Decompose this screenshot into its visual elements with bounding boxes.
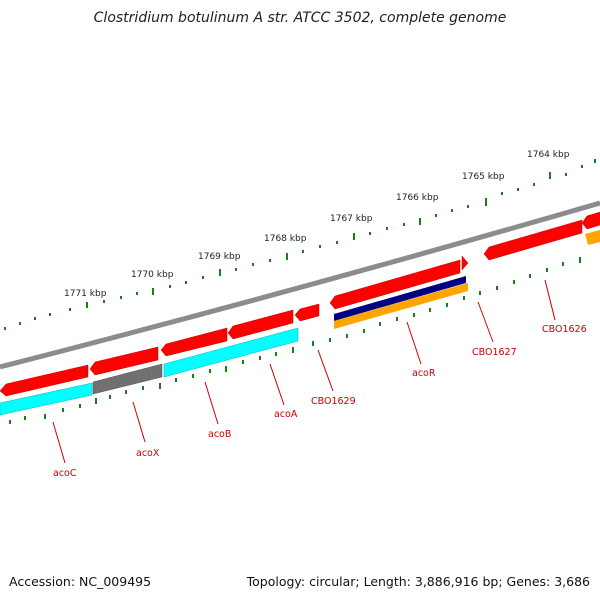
- scale-label: 1768 kbp: [264, 234, 307, 244]
- scale-label: 1766 kbp: [396, 193, 439, 203]
- gene-label[interactable]: acoC: [53, 468, 77, 479]
- gene-arrow[interactable]: [160, 327, 228, 357]
- gene-label-leader: [544, 279, 556, 321]
- feature-strand: [0, 230, 600, 416]
- genome-title: Clostridium botulinum A str. ATCC 3502, …: [93, 10, 507, 26]
- gene-arrow[interactable]: [0, 364, 89, 397]
- gene-arrow[interactable]: [461, 255, 469, 271]
- gene-arrow[interactable]: [329, 259, 461, 310]
- cds-feature[interactable]: [334, 283, 468, 329]
- gene-arrow[interactable]: [227, 309, 294, 340]
- accession-text: Accession: NC_009495: [9, 574, 152, 589]
- scale-label: 1769 kbp: [198, 252, 241, 262]
- gene-label-leader: [132, 401, 146, 443]
- gene-arrow[interactable]: [581, 211, 600, 230]
- scale-label: 1764 kbp: [527, 150, 570, 160]
- cds-feature[interactable]: [334, 276, 466, 321]
- cds-feature[interactable]: [585, 230, 600, 245]
- gene-arrow[interactable]: [89, 346, 159, 376]
- gene-label-leader: [477, 301, 494, 343]
- gene-arrow[interactable]: [483, 219, 583, 261]
- scale-label: 1771 kbp: [64, 289, 107, 299]
- outer-tick-ring: [4, 159, 596, 330]
- gene-label[interactable]: acoA: [274, 409, 298, 420]
- genome-backbone: [0, 200, 600, 370]
- inner-tick-ring: [9, 257, 581, 424]
- gene-label-leader: [52, 421, 66, 464]
- forward-strand-genes: [0, 211, 600, 397]
- gene-label[interactable]: acoR: [412, 368, 436, 379]
- cds-feature[interactable]: [92, 363, 163, 395]
- cds-feature[interactable]: [0, 382, 93, 416]
- gene-label-leader: [204, 381, 219, 425]
- gene-label-leader: [406, 321, 422, 365]
- gene-arrow[interactable]: [294, 303, 320, 322]
- scale-label: 1767 kbp: [330, 214, 373, 224]
- scale-labels: 1764 kbp 1765 kbp 1766 kbp 1767 kbp 1768…: [64, 150, 570, 299]
- gene-label-leader: [269, 363, 285, 406]
- scale-label: 1770 kbp: [131, 270, 174, 280]
- gene-label-leader: [317, 349, 334, 392]
- cds-feature[interactable]: [163, 327, 299, 378]
- scale-label: 1765 kbp: [462, 172, 505, 182]
- gene-label[interactable]: CBO1629: [311, 396, 356, 407]
- gene-label[interactable]: CBO1626: [542, 324, 587, 335]
- gene-labels: CBO1626 CBO1627 acoR CBO1629 acoA acoB a…: [52, 279, 587, 479]
- gene-label[interactable]: acoX: [136, 448, 160, 459]
- gene-label[interactable]: acoB: [208, 429, 231, 440]
- genome-summary-text: Topology: circular; Length: 3,886,916 bp…: [246, 574, 590, 589]
- gene-label[interactable]: CBO1627: [472, 347, 517, 358]
